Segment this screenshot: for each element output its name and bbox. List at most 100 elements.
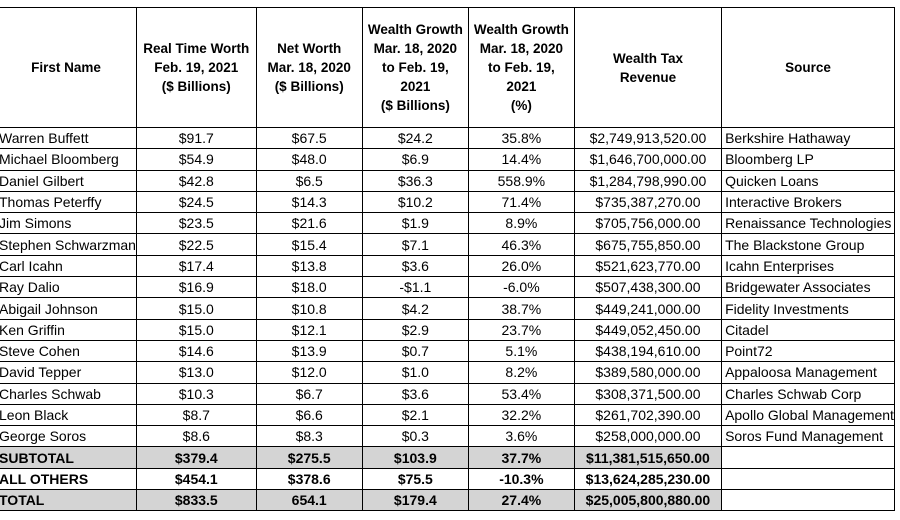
source-cell[interactable]: Fidelity Investments [721, 297, 895, 320]
name-cell[interactable]: Abigail Johnson [0, 297, 137, 320]
wealth-growth-cell[interactable]: $3.6 [361, 382, 469, 405]
name-cell[interactable]: Daniel Gilbert [0, 169, 137, 192]
wealth-tax-cell[interactable]: $389,580,000.00 [573, 361, 723, 384]
wealth-tax-cell[interactable]: $449,241,000.00 [573, 297, 723, 320]
net-worth-cell[interactable]: $12.1 [255, 318, 363, 341]
name-cell[interactable]: Leon Black [0, 403, 137, 427]
wealth-growth-pct-cell[interactable]: 8.9% [467, 212, 575, 235]
total-wealth-tax-cell[interactable]: $25,005,800,880.00 [573, 489, 723, 512]
real-time-worth-cell[interactable]: $8.7 [135, 403, 257, 427]
wealth-tax-cell[interactable]: $735,387,270.00 [573, 190, 723, 214]
wealth-growth-pct-cell[interactable]: 35.8% [467, 126, 575, 150]
others-wealth-tax-cell[interactable]: $13,624,285,230.00 [573, 467, 723, 491]
wealth-growth-cell[interactable]: $3.6 [361, 254, 469, 278]
net-worth-cell[interactable]: $15.4 [255, 233, 363, 256]
net-worth-cell[interactable]: $21.6 [255, 212, 363, 235]
name-cell[interactable]: Ray Dalio [0, 276, 137, 299]
net-worth-cell[interactable]: $67.5 [255, 126, 363, 150]
sum-wealth-tax-cell[interactable]: $11,381,515,650.00 [573, 446, 723, 469]
wealth-growth-cell[interactable]: $0.3 [361, 425, 469, 448]
wealth-tax-cell[interactable]: $2,749,913,520.00 [573, 126, 723, 150]
source-cell[interactable]: Appaloosa Management [721, 361, 895, 384]
total-source-cell[interactable] [721, 489, 895, 512]
real-time-worth-cell[interactable]: $14.6 [135, 339, 257, 363]
wealth-tax-cell[interactable]: $1,646,700,000.00 [573, 148, 723, 171]
source-cell[interactable]: Icahn Enterprises [721, 254, 895, 278]
sum-net-worth-cell[interactable]: $275.5 [255, 446, 363, 469]
wealth-growth-cell[interactable]: $6.9 [361, 148, 469, 171]
total-name-cell[interactable]: TOTAL [0, 489, 137, 512]
wealth-growth-pct-cell[interactable]: 23.7% [467, 318, 575, 341]
net-worth-cell[interactable]: $6.7 [255, 382, 363, 405]
total-real-time-worth-cell[interactable]: $833.5 [135, 489, 257, 512]
wealth-growth-pct-cell[interactable]: 53.4% [467, 382, 575, 405]
net-worth-cell[interactable]: $10.8 [255, 297, 363, 320]
net-worth-cell[interactable]: $13.8 [255, 254, 363, 278]
wealth-growth-cell[interactable]: $1.9 [361, 212, 469, 235]
real-time-worth-cell[interactable]: $91.7 [135, 126, 257, 150]
net-worth-cell[interactable]: $12.0 [255, 361, 363, 384]
wealth-tax-cell[interactable]: $521,623,770.00 [573, 254, 723, 278]
wealth-tax-cell[interactable]: $705,756,000.00 [573, 212, 723, 235]
name-cell[interactable]: Steve Cohen [0, 339, 137, 363]
net-worth-cell[interactable]: $6.6 [255, 403, 363, 427]
wealth-growth-pct-cell[interactable]: 26.0% [467, 254, 575, 278]
sum-name-cell[interactable]: SUBTOTAL [0, 446, 137, 469]
wealth-tax-cell[interactable]: $258,000,000.00 [573, 425, 723, 448]
real-time-worth-cell[interactable]: $22.5 [135, 233, 257, 256]
others-name-cell[interactable]: ALL OTHERS [0, 467, 137, 491]
real-time-worth-cell[interactable]: $8.6 [135, 425, 257, 448]
net-worth-cell[interactable]: $8.3 [255, 425, 363, 448]
real-time-worth-cell[interactable]: $16.9 [135, 276, 257, 299]
wealth-tax-cell[interactable]: $308,371,500.00 [573, 382, 723, 405]
wealth-growth-pct-cell[interactable]: -6.0% [467, 276, 575, 299]
wealth-tax-cell[interactable]: $261,702,390.00 [573, 403, 723, 427]
wealth-growth-pct-cell[interactable]: 5.1% [467, 339, 575, 363]
wealth-growth-cell[interactable]: $24.2 [361, 126, 469, 150]
real-time-worth-cell[interactable]: $15.0 [135, 318, 257, 341]
real-time-worth-cell[interactable]: $17.4 [135, 254, 257, 278]
real-time-worth-cell[interactable]: $24.5 [135, 190, 257, 214]
source-cell[interactable]: Citadel [721, 318, 895, 341]
sum-wealth-growth-pct-cell[interactable]: 37.7% [467, 446, 575, 469]
others-source-cell[interactable] [721, 467, 895, 491]
wealth-growth-cell[interactable]: $0.7 [361, 339, 469, 363]
source-cell[interactable]: Soros Fund Management [721, 425, 895, 448]
source-cell[interactable]: Berkshire Hathaway [721, 126, 895, 150]
source-cell[interactable]: The Blackstone Group [721, 233, 895, 256]
wealth-growth-cell[interactable]: -$1.1 [361, 276, 469, 299]
others-net-worth-cell[interactable]: $378.6 [255, 467, 363, 491]
wealth-tax-cell[interactable]: $1,284,798,990.00 [573, 169, 723, 192]
source-cell[interactable]: Bloomberg LP [721, 148, 895, 171]
wealth-tax-cell[interactable]: $449,052,450.00 [573, 318, 723, 341]
total-wealth-growth-pct-cell[interactable]: 27.4% [467, 489, 575, 512]
sum-source-cell[interactable] [721, 446, 895, 469]
real-time-worth-cell[interactable]: $54.9 [135, 148, 257, 171]
real-time-worth-cell[interactable]: $42.8 [135, 169, 257, 192]
net-worth-cell[interactable]: $48.0 [255, 148, 363, 171]
source-cell[interactable]: Point72 [721, 339, 895, 363]
others-wealth-growth-pct-cell[interactable]: -10.3% [467, 467, 575, 491]
others-wealth-growth-cell[interactable]: $75.5 [361, 467, 469, 491]
name-cell[interactable]: David Tepper [0, 361, 137, 384]
wealth-tax-cell[interactable]: $438,194,610.00 [573, 339, 723, 363]
wealth-growth-cell[interactable]: $1.0 [361, 361, 469, 384]
real-time-worth-cell[interactable]: $13.0 [135, 361, 257, 384]
name-cell[interactable]: Warren Buffett [0, 126, 137, 150]
source-cell[interactable]: Apollo Global Management [721, 403, 895, 427]
wealth-growth-pct-cell[interactable]: 71.4% [467, 190, 575, 214]
wealth-growth-cell[interactable]: $4.2 [361, 297, 469, 320]
name-cell[interactable]: George Soros [0, 425, 137, 448]
wealth-tax-cell[interactable]: $675,755,850.00 [573, 233, 723, 256]
wealth-growth-pct-cell[interactable]: 38.7% [467, 297, 575, 320]
source-cell[interactable]: Quicken Loans [721, 169, 895, 192]
name-cell[interactable]: Michael Bloomberg [0, 148, 137, 171]
wealth-growth-cell[interactable]: $2.1 [361, 403, 469, 427]
wealth-growth-pct-cell[interactable]: 558.9% [467, 169, 575, 192]
name-cell[interactable]: Jim Simons [0, 212, 137, 235]
total-wealth-growth-cell[interactable]: $179.4 [361, 489, 469, 512]
wealth-growth-cell[interactable]: $7.1 [361, 233, 469, 256]
real-time-worth-cell[interactable]: $23.5 [135, 212, 257, 235]
wealth-growth-pct-cell[interactable]: 14.4% [467, 148, 575, 171]
wealth-tax-cell[interactable]: $507,438,300.00 [573, 276, 723, 299]
